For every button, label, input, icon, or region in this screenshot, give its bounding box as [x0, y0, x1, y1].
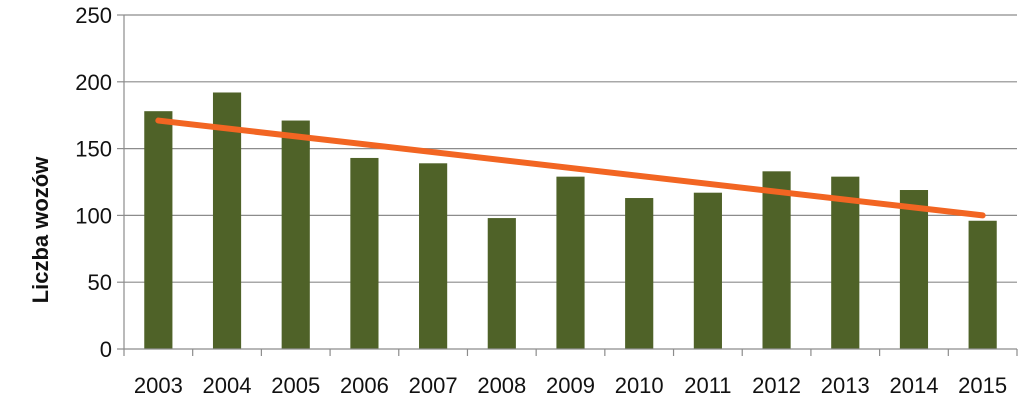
bar	[625, 198, 654, 349]
x-tick-label: 2003	[134, 373, 183, 398]
x-tick-label: 2011	[684, 373, 731, 398]
bar	[899, 190, 929, 349]
x-tick-label: 2013	[821, 373, 870, 398]
trendline	[155, 117, 986, 219]
trendline-group	[155, 117, 986, 219]
y-tick-label: 0	[100, 337, 112, 362]
x-tick-label: 2012	[752, 373, 801, 398]
bars	[144, 92, 997, 349]
y-tick-label: 150	[75, 137, 112, 162]
bar	[831, 176, 860, 349]
x-tick-label: 2007	[409, 373, 458, 398]
bar	[762, 171, 791, 349]
x-tick-label: 2008	[477, 373, 526, 398]
y-tick-label: 50	[88, 270, 112, 295]
y-tick-label: 100	[75, 203, 112, 228]
gridlines	[124, 14, 1017, 283]
x-tick-label: 2010	[615, 373, 664, 398]
bar	[212, 92, 242, 349]
y-axis-title: Liczba wozów	[28, 156, 53, 304]
bar	[281, 120, 310, 349]
y-tick-label: 250	[75, 3, 112, 28]
y-tick-labels: 0 50 100 150 200 250	[75, 3, 112, 362]
x-tick-label: 2004	[203, 373, 252, 398]
bar	[350, 157, 379, 349]
bar	[419, 163, 448, 349]
axes	[117, 14, 1018, 356]
x-tick-label: 2015	[958, 373, 1007, 398]
x-tick-label: 2014	[889, 373, 938, 398]
bar	[693, 192, 722, 349]
bar	[487, 218, 516, 349]
bar	[556, 176, 585, 349]
x-tick-label: 2005	[271, 373, 320, 398]
x-tick-label: 2006	[340, 373, 389, 398]
x-tick-label: 2009	[546, 373, 595, 398]
y-tick-label: 200	[75, 70, 112, 95]
bar	[144, 111, 173, 349]
x-tick-labels: 2003 2004 2005 2006 2007 2008 2009 2010 2011 2012…	[134, 373, 1007, 398]
bar	[968, 220, 997, 349]
